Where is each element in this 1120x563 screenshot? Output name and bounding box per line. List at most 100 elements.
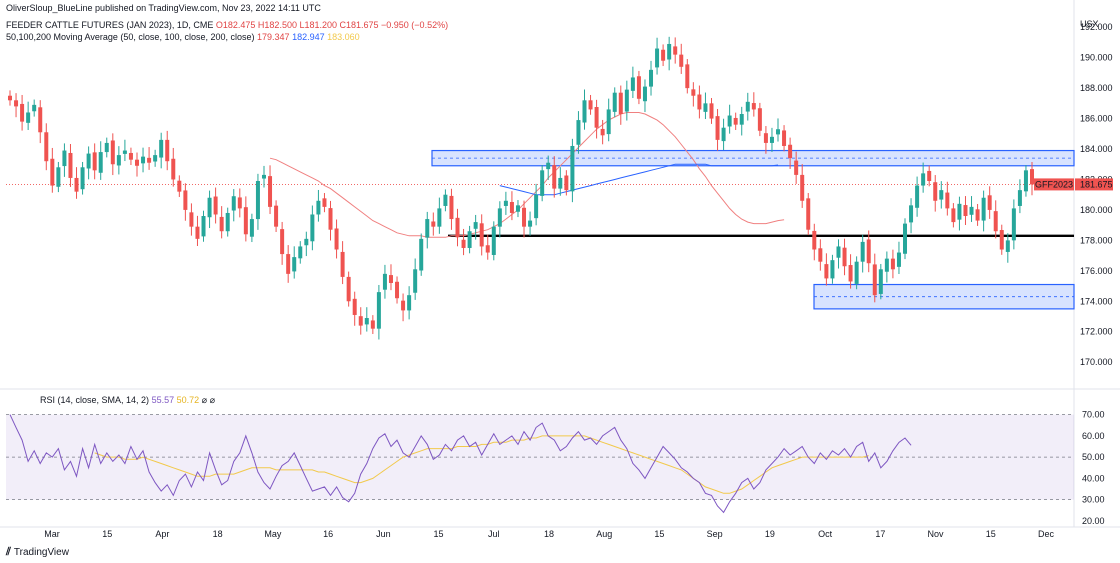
candle-body[interactable] [884,258,889,272]
candle-body[interactable] [237,197,242,209]
candle-body[interactable] [939,190,944,200]
candle-body[interactable] [334,228,339,250]
candle-body[interactable] [842,247,847,267]
candle-body[interactable] [612,92,617,112]
candle-body[interactable] [165,139,170,162]
candle-body[interactable] [110,140,115,165]
candle-body[interactable] [769,136,774,143]
candle-body[interactable] [673,46,678,55]
candle-body[interactable] [909,205,914,223]
candle-body[interactable] [1017,190,1022,206]
symbol-legend[interactable]: FEEDER CATTLE FUTURES (JAN 2023), 1D, CM… [6,20,448,30]
candle-body[interactable] [364,318,369,325]
candle-body[interactable] [655,48,660,68]
candle-body[interactable] [618,92,623,115]
candle-body[interactable] [104,142,109,153]
candle-body[interactable] [981,197,986,221]
candle-body[interactable] [636,76,641,99]
candle-body[interactable] [32,104,37,112]
ma-legend[interactable]: 50,100,200 Moving Average (50, close, 10… [6,32,360,42]
candle-body[interactable] [122,150,127,154]
candle-body[interactable] [26,112,31,123]
candle-body[interactable] [370,320,375,329]
candle-body[interactable] [866,239,871,264]
rsi-legend[interactable]: RSI (14, close, SMA, 14, 2) 55.57 50.72 … [40,395,215,406]
candle-body[interactable] [134,159,139,166]
candle-body[interactable] [86,153,91,169]
candle-body[interactable] [274,205,279,227]
candle-body[interactable] [243,207,248,235]
candle-body[interactable] [975,209,980,221]
candle-body[interactable] [763,133,768,143]
candle-body[interactable] [860,241,865,262]
candle-body[interactable] [159,139,164,158]
candle-body[interactable] [582,100,587,123]
candle-body[interactable] [630,77,635,91]
candle-body[interactable] [594,107,599,128]
candle-body[interactable] [153,155,158,162]
candle-body[interactable] [183,190,188,210]
candle-body[interactable] [987,195,992,210]
candle-body[interactable] [413,269,418,293]
candle-body[interactable] [467,231,472,248]
candle-body[interactable] [8,95,12,101]
candle-body[interactable] [818,248,823,262]
candle-body[interactable] [171,158,176,180]
candle-body[interactable] [225,212,230,232]
candle-body[interactable] [50,158,55,186]
candle-body[interactable] [733,117,738,125]
candle-body[interactable] [552,165,557,189]
candle-body[interactable] [1011,208,1016,241]
candle-body[interactable] [564,175,569,191]
candle-body[interactable] [14,100,19,107]
candle-body[interactable] [128,152,133,160]
candle-body[interactable] [255,180,260,220]
candle-body[interactable] [195,226,200,239]
candle-body[interactable] [788,144,793,159]
candle-body[interactable] [352,298,357,315]
candle-body[interactable] [443,194,448,206]
candle-body[interactable] [588,100,593,110]
candle-body[interactable] [455,217,460,238]
candle-body[interactable] [800,174,805,201]
candle-body[interactable] [231,196,236,211]
candle-body[interactable] [993,211,998,232]
candle-body[interactable] [528,220,533,227]
candle-body[interactable] [812,230,817,250]
candle-body[interactable] [715,116,720,140]
candle-body[interactable] [249,219,254,237]
candle-body[interactable] [576,120,581,145]
candle-body[interactable] [546,162,551,170]
candle-body[interactable] [727,115,732,127]
candle-body[interactable] [751,103,756,110]
candle-body[interactable] [395,281,400,299]
candle-body[interactable] [213,196,218,215]
candle-body[interactable] [606,109,611,135]
candle-body[interactable] [74,177,79,192]
tradingview-footer[interactable]: ⫽ TradingView [6,546,69,559]
candle-body[interactable] [219,216,224,232]
candle-body[interactable] [382,273,387,290]
candle-body[interactable] [388,275,393,283]
candle-body[interactable] [782,130,787,146]
candle-body[interactable] [431,221,436,227]
candle-body[interactable] [915,185,920,208]
candle-body[interactable] [878,269,883,294]
candle-body[interactable] [872,264,877,296]
candle-body[interactable] [697,94,702,110]
candle-body[interactable] [80,167,85,190]
candle-body[interactable] [44,132,49,162]
candle-body[interactable] [1005,240,1010,252]
candle-body[interactable] [261,174,266,179]
candle-body[interactable] [969,206,974,215]
candle-body[interactable] [896,252,901,267]
candle-body[interactable] [92,152,97,171]
candle-body[interactable] [316,200,321,215]
candle-body[interactable] [745,101,750,112]
candle-body[interactable] [703,103,708,112]
candle-body[interactable] [933,182,938,201]
candle-body[interactable] [836,246,841,258]
candle-body[interactable] [201,216,206,237]
candle-body[interactable] [437,208,442,227]
candle-body[interactable] [1023,170,1028,192]
